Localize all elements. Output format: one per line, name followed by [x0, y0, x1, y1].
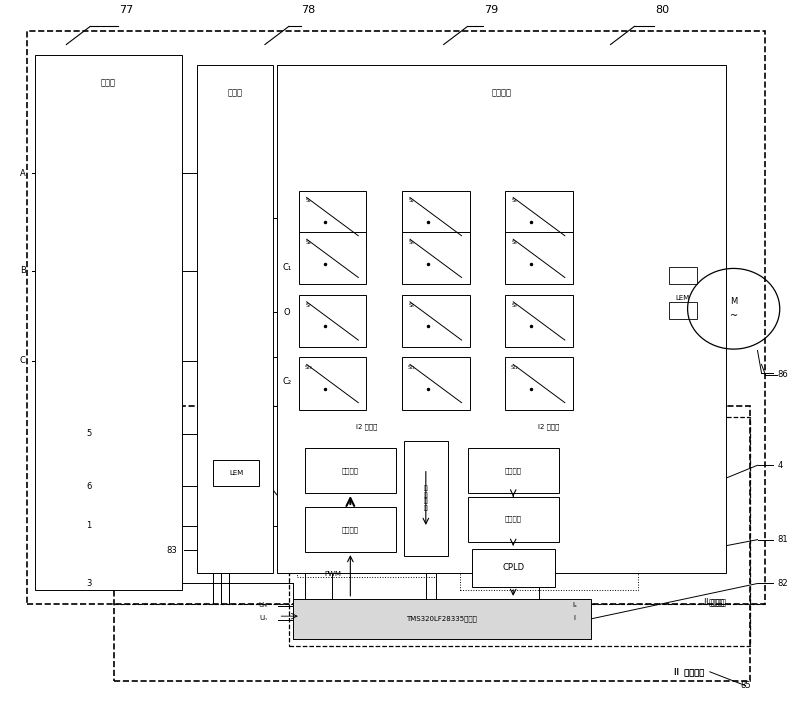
Text: S₁: S₁: [306, 198, 311, 203]
Text: Uₘ: Uₘ: [258, 602, 268, 608]
Bar: [506, 191, 573, 243]
Bar: [404, 441, 448, 556]
Text: 光纤接收: 光纤接收: [505, 516, 522, 522]
Text: 77: 77: [118, 5, 133, 15]
Bar: [305, 448, 396, 493]
Text: S₁₀: S₁₀: [304, 365, 312, 370]
Text: 4: 4: [778, 461, 782, 470]
Text: C₁: C₁: [282, 263, 292, 271]
Text: LEM: LEM: [676, 295, 690, 301]
Bar: [293, 599, 590, 639]
Text: S₄: S₄: [306, 240, 311, 245]
Bar: [666, 267, 699, 358]
Text: 86: 86: [778, 370, 788, 379]
Text: 光纤发送: 光纤发送: [342, 526, 359, 533]
Text: Uₙ: Uₙ: [259, 615, 267, 621]
Bar: [277, 65, 726, 573]
Text: M: M: [730, 297, 738, 306]
Text: I: I: [574, 615, 576, 621]
Text: 光纤发送: 光纤发送: [505, 467, 522, 474]
Bar: [289, 416, 750, 646]
Text: S₅: S₅: [409, 240, 414, 245]
Bar: [298, 295, 366, 347]
Text: C: C: [20, 356, 26, 365]
Text: S₆: S₆: [512, 240, 518, 245]
Text: 电
隔
模
块: 电 隔 模 块: [424, 486, 428, 511]
Text: I 主回路: I 主回路: [704, 598, 724, 607]
Text: Iₐ: Iₐ: [573, 602, 577, 608]
Text: B: B: [20, 266, 26, 275]
Bar: [298, 232, 366, 285]
Text: 81: 81: [778, 535, 788, 544]
Bar: [467, 496, 559, 542]
Text: 6: 6: [86, 482, 91, 491]
Text: 变压器: 变压器: [101, 79, 115, 87]
Text: 功率单元: 功率单元: [491, 89, 511, 97]
Bar: [506, 295, 573, 347]
Text: 3: 3: [86, 579, 91, 588]
Bar: [471, 549, 555, 587]
Bar: [26, 31, 766, 604]
Bar: [506, 358, 573, 409]
Bar: [298, 358, 366, 409]
Text: II  控制回路: II 控制回路: [674, 667, 704, 676]
Bar: [297, 434, 436, 576]
Bar: [467, 448, 559, 493]
Text: ~: ~: [730, 311, 738, 321]
Text: 82: 82: [778, 579, 788, 588]
Text: C₂: C₂: [282, 377, 292, 386]
Text: 78: 78: [302, 5, 316, 15]
Text: 1: 1: [86, 522, 91, 530]
Bar: [298, 191, 366, 243]
Text: 79: 79: [484, 5, 498, 15]
Bar: [198, 65, 273, 573]
Text: S₁₁: S₁₁: [408, 365, 415, 370]
Bar: [305, 507, 396, 552]
Text: 85: 85: [740, 681, 751, 690]
Text: PWM: PWM: [324, 571, 341, 578]
Text: 83: 83: [166, 545, 178, 554]
Text: 光纤接收: 光纤接收: [342, 467, 359, 474]
Text: I2 路保护: I2 路保护: [538, 423, 560, 430]
Bar: [669, 267, 697, 285]
Text: S₂: S₂: [409, 198, 414, 203]
Text: I2 路驱动: I2 路驱动: [355, 423, 377, 430]
Text: LEM: LEM: [230, 470, 243, 476]
Text: CPLD: CPLD: [502, 564, 524, 572]
Bar: [34, 55, 182, 590]
Bar: [669, 302, 697, 319]
Bar: [506, 232, 573, 285]
Bar: [402, 232, 470, 285]
Text: S₁₂: S₁₂: [511, 365, 518, 370]
Text: II  控制回路: II 控制回路: [674, 667, 704, 676]
Text: S₈: S₈: [409, 303, 414, 308]
Text: S₇: S₇: [306, 303, 311, 308]
Bar: [402, 358, 470, 409]
Text: 80: 80: [655, 5, 670, 15]
Text: 5: 5: [86, 430, 91, 438]
Bar: [402, 295, 470, 347]
Text: O: O: [284, 308, 290, 317]
Text: I 主回路: I 主回路: [706, 598, 726, 607]
Text: TMS320LF28335控制板: TMS320LF28335控制板: [406, 615, 477, 622]
Bar: [459, 434, 638, 590]
Bar: [214, 460, 259, 486]
Bar: [402, 191, 470, 243]
Text: A: A: [20, 169, 26, 177]
Text: S₉: S₉: [512, 303, 518, 308]
Bar: [114, 406, 750, 681]
Text: 整流桥: 整流桥: [228, 89, 242, 97]
Text: S₃: S₃: [512, 198, 518, 203]
